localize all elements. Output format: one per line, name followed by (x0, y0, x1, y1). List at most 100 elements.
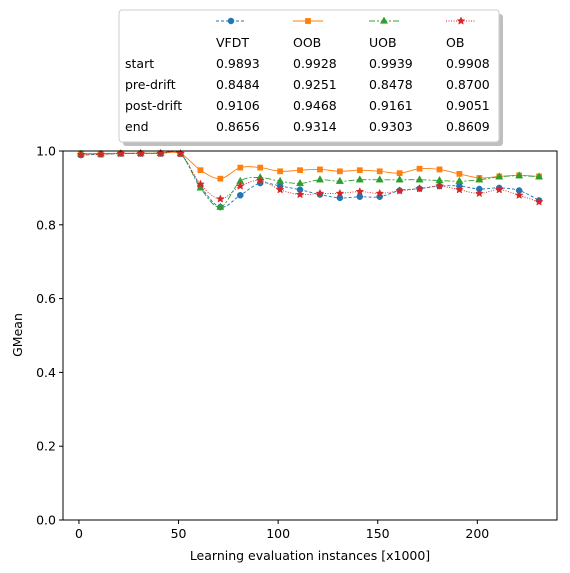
legend-cell-value: 0.9893 (216, 56, 260, 71)
data-point-ob-9 (255, 175, 265, 185)
series-line-oob (80, 151, 540, 180)
legend-column-header: UOB (369, 35, 397, 50)
legend-marker-ob (456, 16, 466, 25)
legend-marker-uob (379, 16, 389, 24)
axes: 0 50 100 150 200 0.0 0.2 0.4 0.6 0.8 1.0 (36, 144, 558, 541)
data-point-oob-11 (297, 167, 303, 174)
legend-cell-value: 0.9161 (369, 98, 413, 113)
legend-cell-value: 0.9908 (446, 56, 490, 71)
data-point-vfdt-14 (356, 193, 364, 201)
legend-cell-value: 0.8656 (216, 119, 260, 134)
x-tick-label: 200 (465, 526, 489, 541)
legend-cell-value: 0.8700 (446, 77, 490, 92)
data-point-oob-12 (317, 166, 323, 173)
data-point-ob-4 (156, 148, 166, 158)
data-point-oob-19 (456, 171, 463, 177)
series-line-uob (80, 150, 540, 208)
data-point-ob-17 (415, 183, 424, 193)
data-point-ob-0 (76, 150, 86, 159)
data-point-uob-14 (355, 175, 364, 183)
data-point-uob-21 (495, 172, 504, 180)
x-tick-label: 150 (366, 526, 390, 541)
legend-column-header: VFDT (216, 35, 249, 50)
legend-cell-value: 0.9939 (369, 56, 413, 71)
data-point-ob-14 (355, 186, 365, 196)
data-point-oob-13 (337, 168, 343, 175)
data-point-ob-10 (275, 185, 285, 194)
data-point-uob-23 (535, 172, 544, 180)
data-point-uob-20 (475, 175, 484, 183)
data-point-ob-5 (176, 148, 185, 158)
data-point-oob-10 (277, 168, 283, 175)
data-point-uob-10 (276, 176, 285, 184)
data-point-uob-22 (515, 171, 524, 179)
data-point-vfdt-8 (237, 192, 244, 199)
legend-row-label: end (125, 119, 149, 134)
y-tick-label: 0.2 (36, 439, 56, 454)
x-tick-label: 100 (266, 526, 290, 541)
data-point-ob-2 (116, 148, 126, 158)
legend-box (118, 9, 500, 143)
data-point-uob-7 (216, 202, 225, 210)
data-point-ob-1 (96, 149, 106, 159)
data-point-oob-9 (257, 164, 264, 171)
legend-row-label: post-drift (125, 98, 182, 113)
data-point-oob-6 (197, 167, 204, 174)
y-tick-label: 0.6 (36, 291, 56, 306)
data-point-ob-12 (315, 188, 325, 198)
data-point-ob-7 (215, 194, 225, 203)
x-axis-label: Learning evaluation instances [x1000] (190, 548, 430, 563)
series-line-vfdt (80, 151, 540, 208)
legend-cell-value: 0.8484 (216, 77, 260, 92)
data-point-uob-16 (395, 175, 404, 183)
legend-cell-value: 0.9251 (293, 77, 337, 92)
legend-cell-value: 0.9303 (369, 119, 413, 134)
legend-row-label: pre-drift (125, 77, 176, 92)
legend-cell-value: 0.9928 (293, 56, 337, 71)
data-point-ob-20 (474, 188, 484, 198)
data-point-oob-16 (396, 170, 403, 177)
data-point-ob-15 (375, 188, 385, 198)
data-point-oob-18 (436, 166, 443, 173)
data-point-ob-13 (335, 188, 345, 198)
data-point-ob-8 (235, 181, 245, 190)
data-point-oob-17 (416, 165, 423, 172)
data-point-uob-19 (455, 176, 464, 184)
y-axis-label: GMean (10, 313, 25, 357)
legend: VFDT OOB UOB OB start 0.9893 0.9928 0.9939 0.990… (118, 9, 503, 146)
legend-cell-value: 0.9468 (293, 98, 337, 113)
data-point-ob-19 (454, 185, 464, 194)
data-point-ob-22 (514, 190, 524, 200)
data-point-ob-21 (494, 185, 504, 194)
data-point-ob-11 (295, 189, 305, 199)
series-oob (78, 150, 542, 182)
y-tick-label: 0.0 (36, 513, 56, 528)
data-point-uob-13 (335, 176, 344, 184)
data-point-ob-18 (435, 181, 444, 190)
legend-column-header: OB (446, 35, 464, 50)
data-point-oob-15 (376, 168, 383, 175)
data-point-uob-15 (375, 175, 384, 183)
y-tick-label: 0.8 (36, 217, 56, 232)
legend-row-label: start (125, 56, 154, 71)
data-point-oob-7 (217, 175, 224, 182)
plot-area (76, 148, 544, 211)
data-point-ob-3 (136, 148, 146, 158)
y-tick-label: 0.4 (36, 365, 56, 380)
legend-cell-value: 0.8609 (446, 119, 490, 134)
legend-cell-value: 0.9314 (293, 119, 337, 134)
data-point-ob-23 (534, 197, 544, 206)
series-ob (76, 148, 544, 206)
y-tick-label: 1.0 (36, 144, 56, 159)
legend-cell-value: 0.8478 (369, 77, 413, 92)
series-uob (76, 148, 544, 210)
data-point-oob-14 (356, 167, 363, 174)
legend-marker-oob (305, 18, 311, 24)
data-point-oob-8 (237, 164, 244, 171)
legend-cell-value: 0.9106 (216, 98, 260, 113)
plot-frame (62, 150, 558, 521)
x-tick-label: 50 (171, 526, 187, 541)
data-point-uob-12 (315, 175, 324, 183)
x-tick-label: 0 (75, 526, 83, 541)
